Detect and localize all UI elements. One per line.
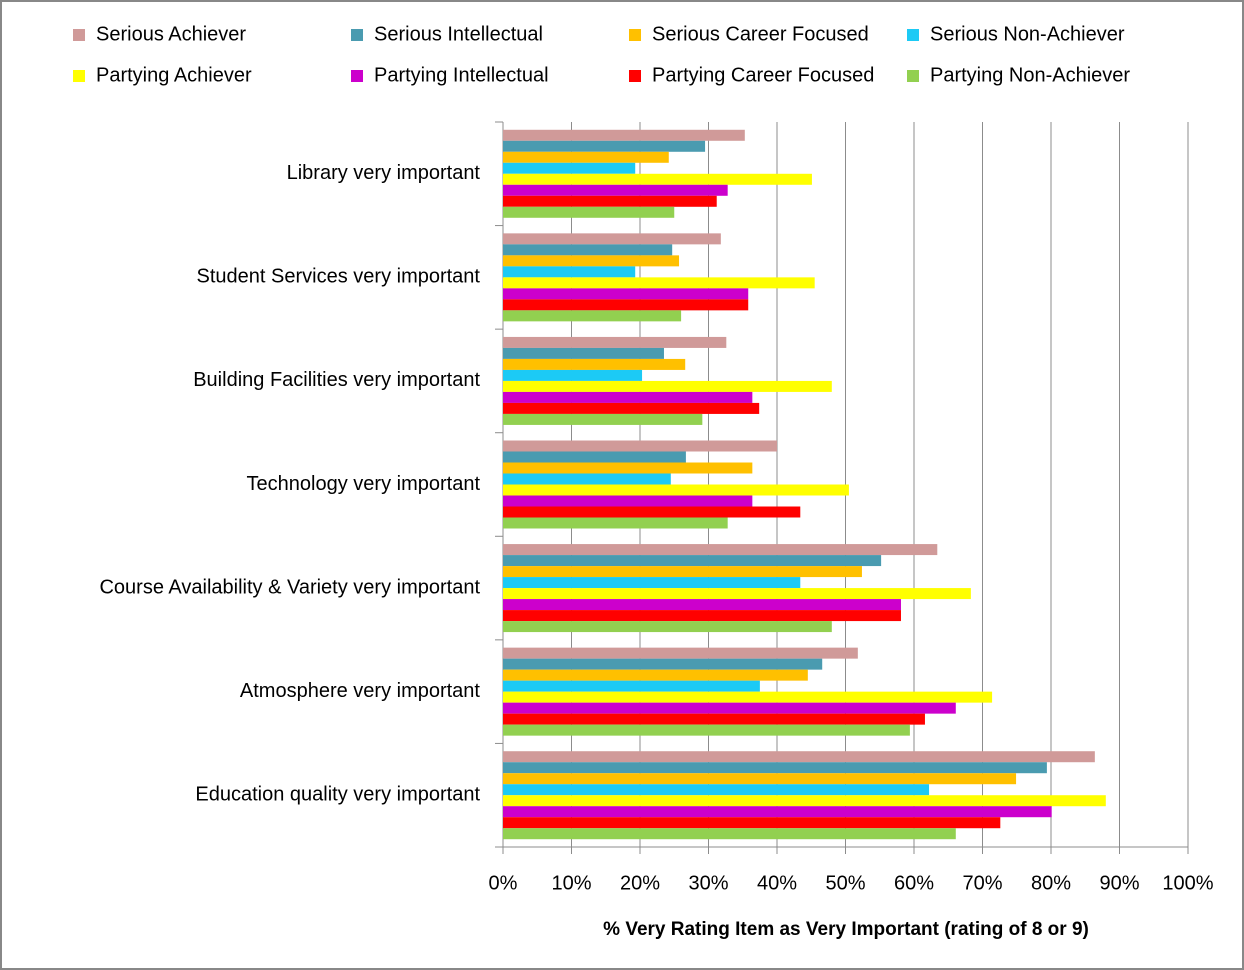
legend-swatch	[907, 70, 919, 82]
bar	[503, 702, 956, 714]
legend-label: Serious Intellectual	[374, 23, 543, 45]
bar	[503, 162, 636, 174]
y-tick-label: Student Services very important	[197, 266, 481, 288]
bar	[503, 806, 1052, 818]
x-tick-label: 100%	[1162, 872, 1213, 894]
x-tick-label: 50%	[825, 872, 865, 894]
y-tick-label: Library very important	[287, 162, 481, 184]
bar	[503, 402, 760, 414]
bar	[503, 206, 675, 218]
bar	[503, 669, 808, 681]
bar	[503, 555, 882, 567]
bar	[503, 244, 673, 256]
bar	[503, 266, 636, 278]
bar	[503, 566, 862, 578]
bar	[503, 129, 745, 141]
bar	[503, 588, 971, 600]
legend-label: Serious Career Focused	[652, 23, 869, 45]
bar	[503, 288, 749, 300]
bar	[503, 255, 680, 267]
bar	[503, 484, 849, 496]
bar	[503, 828, 956, 840]
bar	[503, 451, 686, 463]
bar	[503, 680, 760, 692]
bar	[503, 184, 728, 196]
bar	[503, 577, 801, 589]
bar	[503, 151, 669, 163]
bar	[503, 195, 717, 207]
bar	[503, 299, 749, 311]
bar	[503, 713, 925, 725]
bar	[503, 647, 858, 659]
bar	[503, 233, 721, 245]
legend-label: Partying Non-Achiever	[930, 64, 1130, 86]
bar	[503, 658, 823, 670]
legend-swatch	[351, 29, 363, 41]
legend-label: Partying Achiever	[96, 64, 252, 86]
bar	[503, 621, 832, 633]
x-tick-label: 70%	[962, 872, 1002, 894]
bar	[503, 347, 664, 359]
x-tick-label: 80%	[1031, 872, 1071, 894]
bar	[503, 369, 643, 381]
y-tick-label: Course Availability & Variety very impor…	[99, 576, 480, 598]
x-tick-label: 40%	[757, 872, 797, 894]
bar	[503, 506, 801, 518]
bar	[503, 462, 753, 474]
legend-label: Partying Career Focused	[652, 64, 874, 86]
bar	[503, 391, 753, 403]
bar	[503, 691, 993, 703]
bar	[503, 440, 777, 452]
bar	[503, 724, 910, 736]
bar	[503, 495, 753, 507]
bar	[503, 795, 1106, 807]
bar	[503, 140, 706, 152]
legend-label: Serious Achiever	[96, 23, 246, 45]
bar	[503, 751, 1095, 763]
bar	[503, 173, 812, 185]
y-tick-label: Building Facilities very important	[193, 369, 480, 391]
bar	[503, 380, 832, 392]
x-axis-label: % Very Rating Item as Very Important (ra…	[603, 919, 1089, 940]
bar	[503, 358, 686, 370]
x-tick-label: 90%	[1099, 872, 1139, 894]
bar	[503, 762, 1047, 774]
x-tick-label: 0%	[489, 872, 518, 894]
bar	[503, 413, 703, 425]
legend-label: Serious Non-Achiever	[930, 23, 1125, 45]
y-tick-label: Education quality very important	[195, 783, 480, 805]
x-tick-label: 30%	[688, 872, 728, 894]
y-tick-label: Atmosphere very important	[240, 680, 481, 702]
bar	[503, 773, 1017, 785]
bar	[503, 277, 815, 289]
y-tick-label: Technology very important	[247, 473, 481, 495]
legend-swatch	[351, 70, 363, 82]
bar	[503, 310, 682, 322]
bar	[503, 517, 728, 529]
bar	[503, 473, 671, 485]
bar	[503, 336, 727, 348]
legend-swatch	[73, 70, 85, 82]
legend-swatch	[629, 29, 641, 41]
bar	[503, 544, 938, 556]
x-tick-label: 10%	[551, 872, 591, 894]
legend-swatch	[73, 29, 85, 41]
legend-label: Partying Intellectual	[374, 64, 549, 86]
bar	[503, 784, 930, 796]
bar	[503, 610, 901, 622]
legend-swatch	[907, 29, 919, 41]
legend-swatch	[629, 70, 641, 82]
x-tick-label: 60%	[894, 872, 934, 894]
bar	[503, 817, 1001, 829]
x-tick-label: 20%	[620, 872, 660, 894]
bar	[503, 599, 901, 611]
